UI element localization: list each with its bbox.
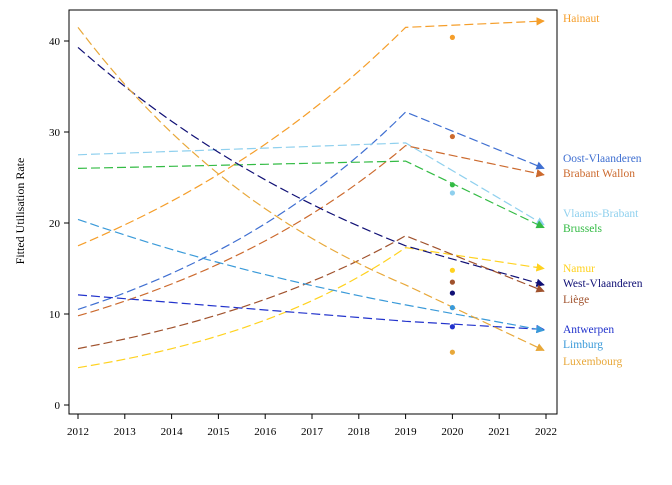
y-tick-label: 10 xyxy=(49,309,61,321)
x-tick-label: 2021 xyxy=(488,426,510,438)
x-tick-label: 2018 xyxy=(348,426,371,438)
observed-point-Brabant Wallon xyxy=(449,133,455,140)
series-label: Hainaut xyxy=(563,13,600,25)
observed-point-Brussels xyxy=(449,182,455,188)
observed-point-Namur xyxy=(449,267,455,273)
x-tick-label: 2020 xyxy=(441,426,464,438)
series-label: Limburg xyxy=(563,339,603,351)
x-tick-label: 2016 xyxy=(254,426,277,438)
x-tick-label: 2013 xyxy=(114,426,137,438)
observed-point-Hainaut xyxy=(449,34,455,40)
series-line-Liège xyxy=(77,235,545,350)
x-tick-label: 2015 xyxy=(207,426,230,438)
x-tick-label: 2022 xyxy=(535,426,557,438)
series-label: Liège xyxy=(563,294,589,306)
x-tick-label: 2019 xyxy=(395,426,418,438)
y-tick-label: 40 xyxy=(49,36,61,48)
series-lines xyxy=(77,17,545,369)
series-line-Oost-Vlaanderen xyxy=(77,111,545,310)
y-tick-label: 20 xyxy=(49,218,61,230)
series-label: Vlaams-Brabant xyxy=(563,208,639,220)
y-tick-label: 0 xyxy=(55,400,61,412)
series-label: West-Vlaanderen xyxy=(563,278,643,290)
series-label: Namur xyxy=(563,263,595,275)
observed-points xyxy=(449,34,455,355)
series-label: Brabant Wallon xyxy=(563,168,635,180)
series-line-West-Vlaanderen xyxy=(77,46,545,287)
y-axis-label: Fitted Utilisation Rate xyxy=(13,158,27,265)
series-label: Antwerpen xyxy=(563,324,614,336)
series-line-Limburg xyxy=(77,218,545,334)
series-line-Antwerpen xyxy=(77,294,545,334)
observed-point-Vlaams-Brabant xyxy=(449,190,455,196)
series-line-Brussels xyxy=(77,160,545,229)
series-line-Brabant Wallon xyxy=(77,144,545,317)
observed-point-West-Vlaanderen xyxy=(449,290,455,296)
series-label: Oost-Vlaanderen xyxy=(563,153,642,165)
x-tick-label: 2017 xyxy=(301,426,324,438)
series-label: Luxembourg xyxy=(563,356,622,368)
observed-point-Antwerpen xyxy=(449,324,455,330)
series-line-Namur xyxy=(77,246,545,369)
plot-frame xyxy=(68,9,558,415)
x-tick-label: 2014 xyxy=(161,426,184,438)
x-tick-label: 2012 xyxy=(67,426,89,438)
series-label: Brussels xyxy=(563,223,603,235)
y-tick-label: 30 xyxy=(49,127,61,139)
axes: 2012 2013 2014 2015 2016 2017 2018 2019 2020 2021… xyxy=(49,9,558,438)
series-line-Vlaams-Brabant xyxy=(77,142,545,226)
series-line-Luxembourg xyxy=(77,27,545,351)
series-labels: Hainaut Oost-Vlaanderen Brabant Wallon Vlaa… xyxy=(563,13,643,368)
observed-point-Limburg xyxy=(449,305,455,311)
observed-point-Liège xyxy=(449,279,455,285)
series-line-Hainaut xyxy=(77,17,545,247)
observed-point-Luxembourg xyxy=(449,349,455,355)
